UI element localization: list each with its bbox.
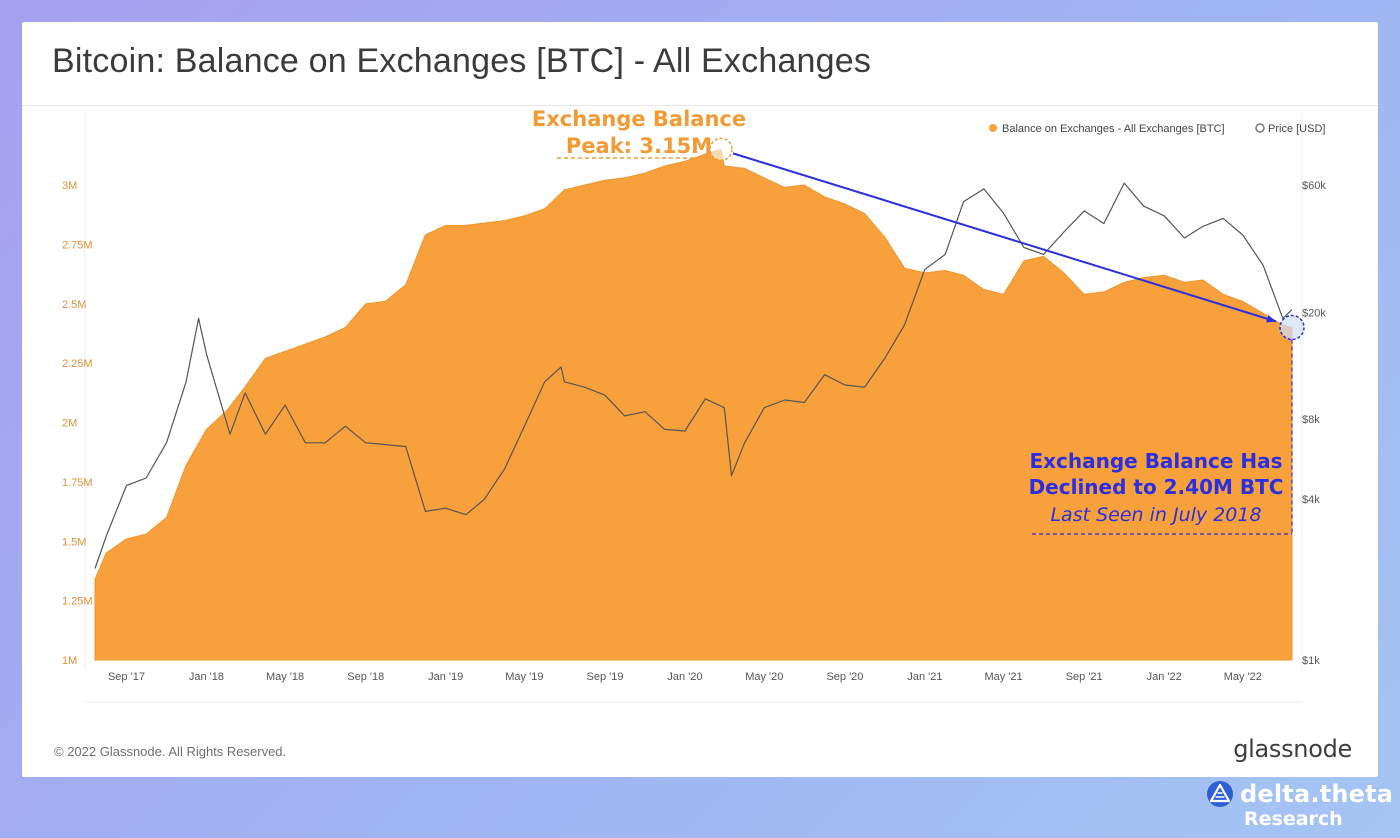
- y-left-tick-label: 2.5M: [62, 299, 86, 311]
- x-tick-label: May '20: [745, 671, 783, 683]
- current-annotation-line2: Declined to 2.40M BTC: [1029, 475, 1284, 499]
- y-right-tick-label: $20k: [1302, 307, 1326, 319]
- legend-price-label: Price [USD]: [1268, 123, 1325, 135]
- y-left-tick-label: 2.25M: [62, 358, 93, 370]
- peak-annotation-line1: Exchange Balance: [532, 107, 746, 131]
- x-tick-label: May '22: [1224, 671, 1262, 683]
- current-annotation-line3: Last Seen in July 2018: [1050, 504, 1261, 526]
- decline-arrow-line: [732, 152, 1277, 323]
- delta-theta-logo-icon: [1207, 781, 1233, 807]
- y-right-tick-label: $4k: [1302, 494, 1320, 506]
- x-tick-label: Sep '20: [826, 671, 863, 683]
- legend-balance-swatch: [989, 124, 997, 132]
- title-divider: [22, 105, 1378, 106]
- x-tick-label: Jan '19: [428, 671, 463, 683]
- x-tick-label: Jan '21: [907, 671, 942, 683]
- legend-price-swatch: [1255, 123, 1265, 133]
- y-left-tick-label: 2.75M: [62, 239, 93, 251]
- legend-balance-label: Balance on Exchanges - All Exchanges [BT…: [1002, 123, 1225, 135]
- x-tick-label: May '19: [505, 671, 543, 683]
- x-tick-label: Jan '22: [1147, 671, 1182, 683]
- y-left-tick-label: 1.25M: [62, 596, 93, 608]
- copyright-text: © 2022 Glassnode. All Rights Reserved.: [54, 744, 287, 759]
- x-tick-label: May '18: [266, 671, 304, 683]
- research-brand-name: delta.theta: [1240, 780, 1394, 808]
- balance-area-series: [94, 148, 1293, 661]
- x-tick-label: Sep '21: [1066, 671, 1103, 683]
- x-tick-label: Jan '18: [189, 671, 224, 683]
- chart-card: Bitcoin: Balance on Exchanges [BTC] - Al…: [22, 22, 1378, 777]
- y-left-tick-label: 1.75M: [62, 477, 93, 489]
- current-annotation-line1: Exchange Balance Has: [1029, 449, 1282, 473]
- decline-arrow-head: [1266, 315, 1276, 323]
- glassnode-logo-text: glassnode: [1233, 735, 1352, 763]
- x-tick-label: May '21: [984, 671, 1022, 683]
- delta-theta-research-logo: delta.theta Research: [1206, 778, 1396, 834]
- y-left-tick-label: 1.5M: [62, 536, 86, 548]
- peak-annotation-line2: Peak: 3.15M: [566, 134, 712, 158]
- x-tick-label: Sep '17: [108, 671, 145, 683]
- price-line-series: [94, 182, 1293, 569]
- y-right-tick-label: $8k: [1302, 414, 1320, 426]
- y-left-tick-label: 3M: [62, 180, 77, 192]
- research-brand-subtitle: Research: [1244, 808, 1343, 830]
- x-tick-label: Sep '19: [587, 671, 624, 683]
- current-marker: [1279, 314, 1305, 341]
- y-right-tick-label: $60k: [1302, 180, 1326, 192]
- x-tick-label: Sep '18: [347, 671, 384, 683]
- x-tick-label: Jan '20: [667, 671, 702, 683]
- y-left-tick-label: 2M: [62, 418, 77, 430]
- page-title: Bitcoin: Balance on Exchanges [BTC] - Al…: [52, 42, 872, 80]
- y-right-tick-label: $1k: [1302, 655, 1320, 667]
- peak-marker: [709, 137, 733, 162]
- exchange-balance-chart: 1M 1.25M 1.5M 1.75M 2M 2.25M 2.5M 2.75M 3M $1k $4…: [62, 107, 1326, 703]
- y-left-tick-label: 1M: [62, 655, 77, 667]
